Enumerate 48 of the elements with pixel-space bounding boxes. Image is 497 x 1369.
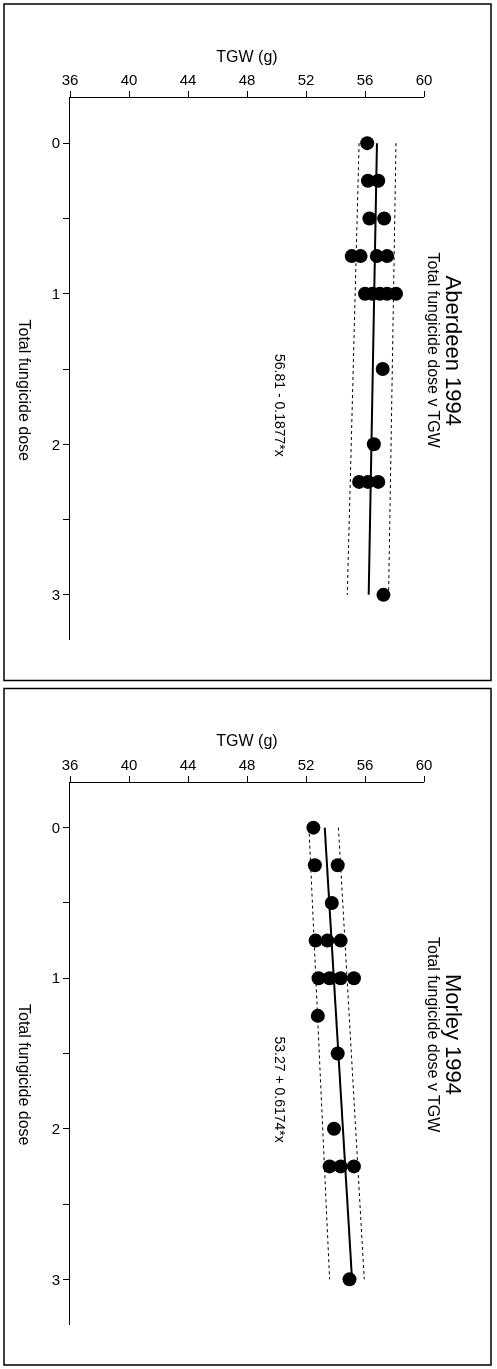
point bbox=[310, 1008, 325, 1023]
y-tick-label: 0 bbox=[51, 134, 60, 152]
x-axis-title: TGW (g) bbox=[216, 47, 278, 65]
point bbox=[376, 587, 391, 602]
x-tick-label: 36 bbox=[61, 71, 79, 88]
y-tick-label: 3 bbox=[51, 586, 60, 604]
y-tick-label: 2 bbox=[51, 1120, 60, 1138]
x-tick-label: 56 bbox=[356, 71, 374, 88]
point bbox=[360, 136, 375, 151]
point bbox=[333, 971, 348, 986]
point bbox=[375, 362, 390, 376]
point bbox=[380, 249, 395, 264]
y-tick-label: 3 bbox=[51, 1270, 60, 1288]
point bbox=[346, 1159, 361, 1174]
y-axis-title: Total fungicide dose bbox=[15, 319, 33, 462]
text: Morley 1994 bbox=[441, 974, 466, 1096]
y-tick-label: 1 bbox=[51, 284, 60, 302]
y-axis-title: Total fungicide dose bbox=[16, 1004, 33, 1146]
text: Total fungicide dose v TGW bbox=[425, 937, 442, 1134]
x-tick-label: 60 bbox=[415, 71, 433, 88]
point bbox=[307, 858, 322, 873]
x-tick-label: 44 bbox=[179, 71, 197, 88]
x-tick-label: 56 bbox=[356, 755, 374, 773]
y-tick-label: 0 bbox=[51, 818, 60, 836]
point bbox=[377, 211, 392, 226]
x-axis-title: TGW (g) bbox=[216, 732, 278, 750]
x-tick-label: 48 bbox=[238, 71, 256, 88]
point bbox=[371, 474, 386, 489]
point bbox=[327, 1121, 342, 1136]
x-tick-label: 40 bbox=[120, 71, 138, 88]
point bbox=[330, 858, 345, 873]
y-tick-label: 1 bbox=[51, 969, 60, 987]
x-tick-label: 36 bbox=[61, 755, 79, 773]
x-tick-label: 52 bbox=[297, 755, 315, 773]
point bbox=[333, 933, 348, 948]
text: Aberdeen 1994 bbox=[440, 275, 466, 426]
y-tick-label: 2 bbox=[51, 435, 60, 453]
point bbox=[306, 820, 321, 835]
point bbox=[346, 971, 361, 986]
text: Total fungicide dose v TGW bbox=[424, 252, 442, 449]
annotation: 56.81 - 0.1877*x bbox=[272, 354, 288, 457]
x-tick-label: 60 bbox=[415, 755, 433, 773]
annotation: 53.27 + 0.6174*x bbox=[271, 1036, 288, 1143]
x-tick-label: 44 bbox=[179, 755, 197, 773]
point bbox=[362, 211, 377, 226]
x-tick-label: 52 bbox=[297, 71, 315, 88]
x-tick-label: 40 bbox=[120, 755, 138, 773]
x-tick-label: 48 bbox=[238, 755, 256, 773]
